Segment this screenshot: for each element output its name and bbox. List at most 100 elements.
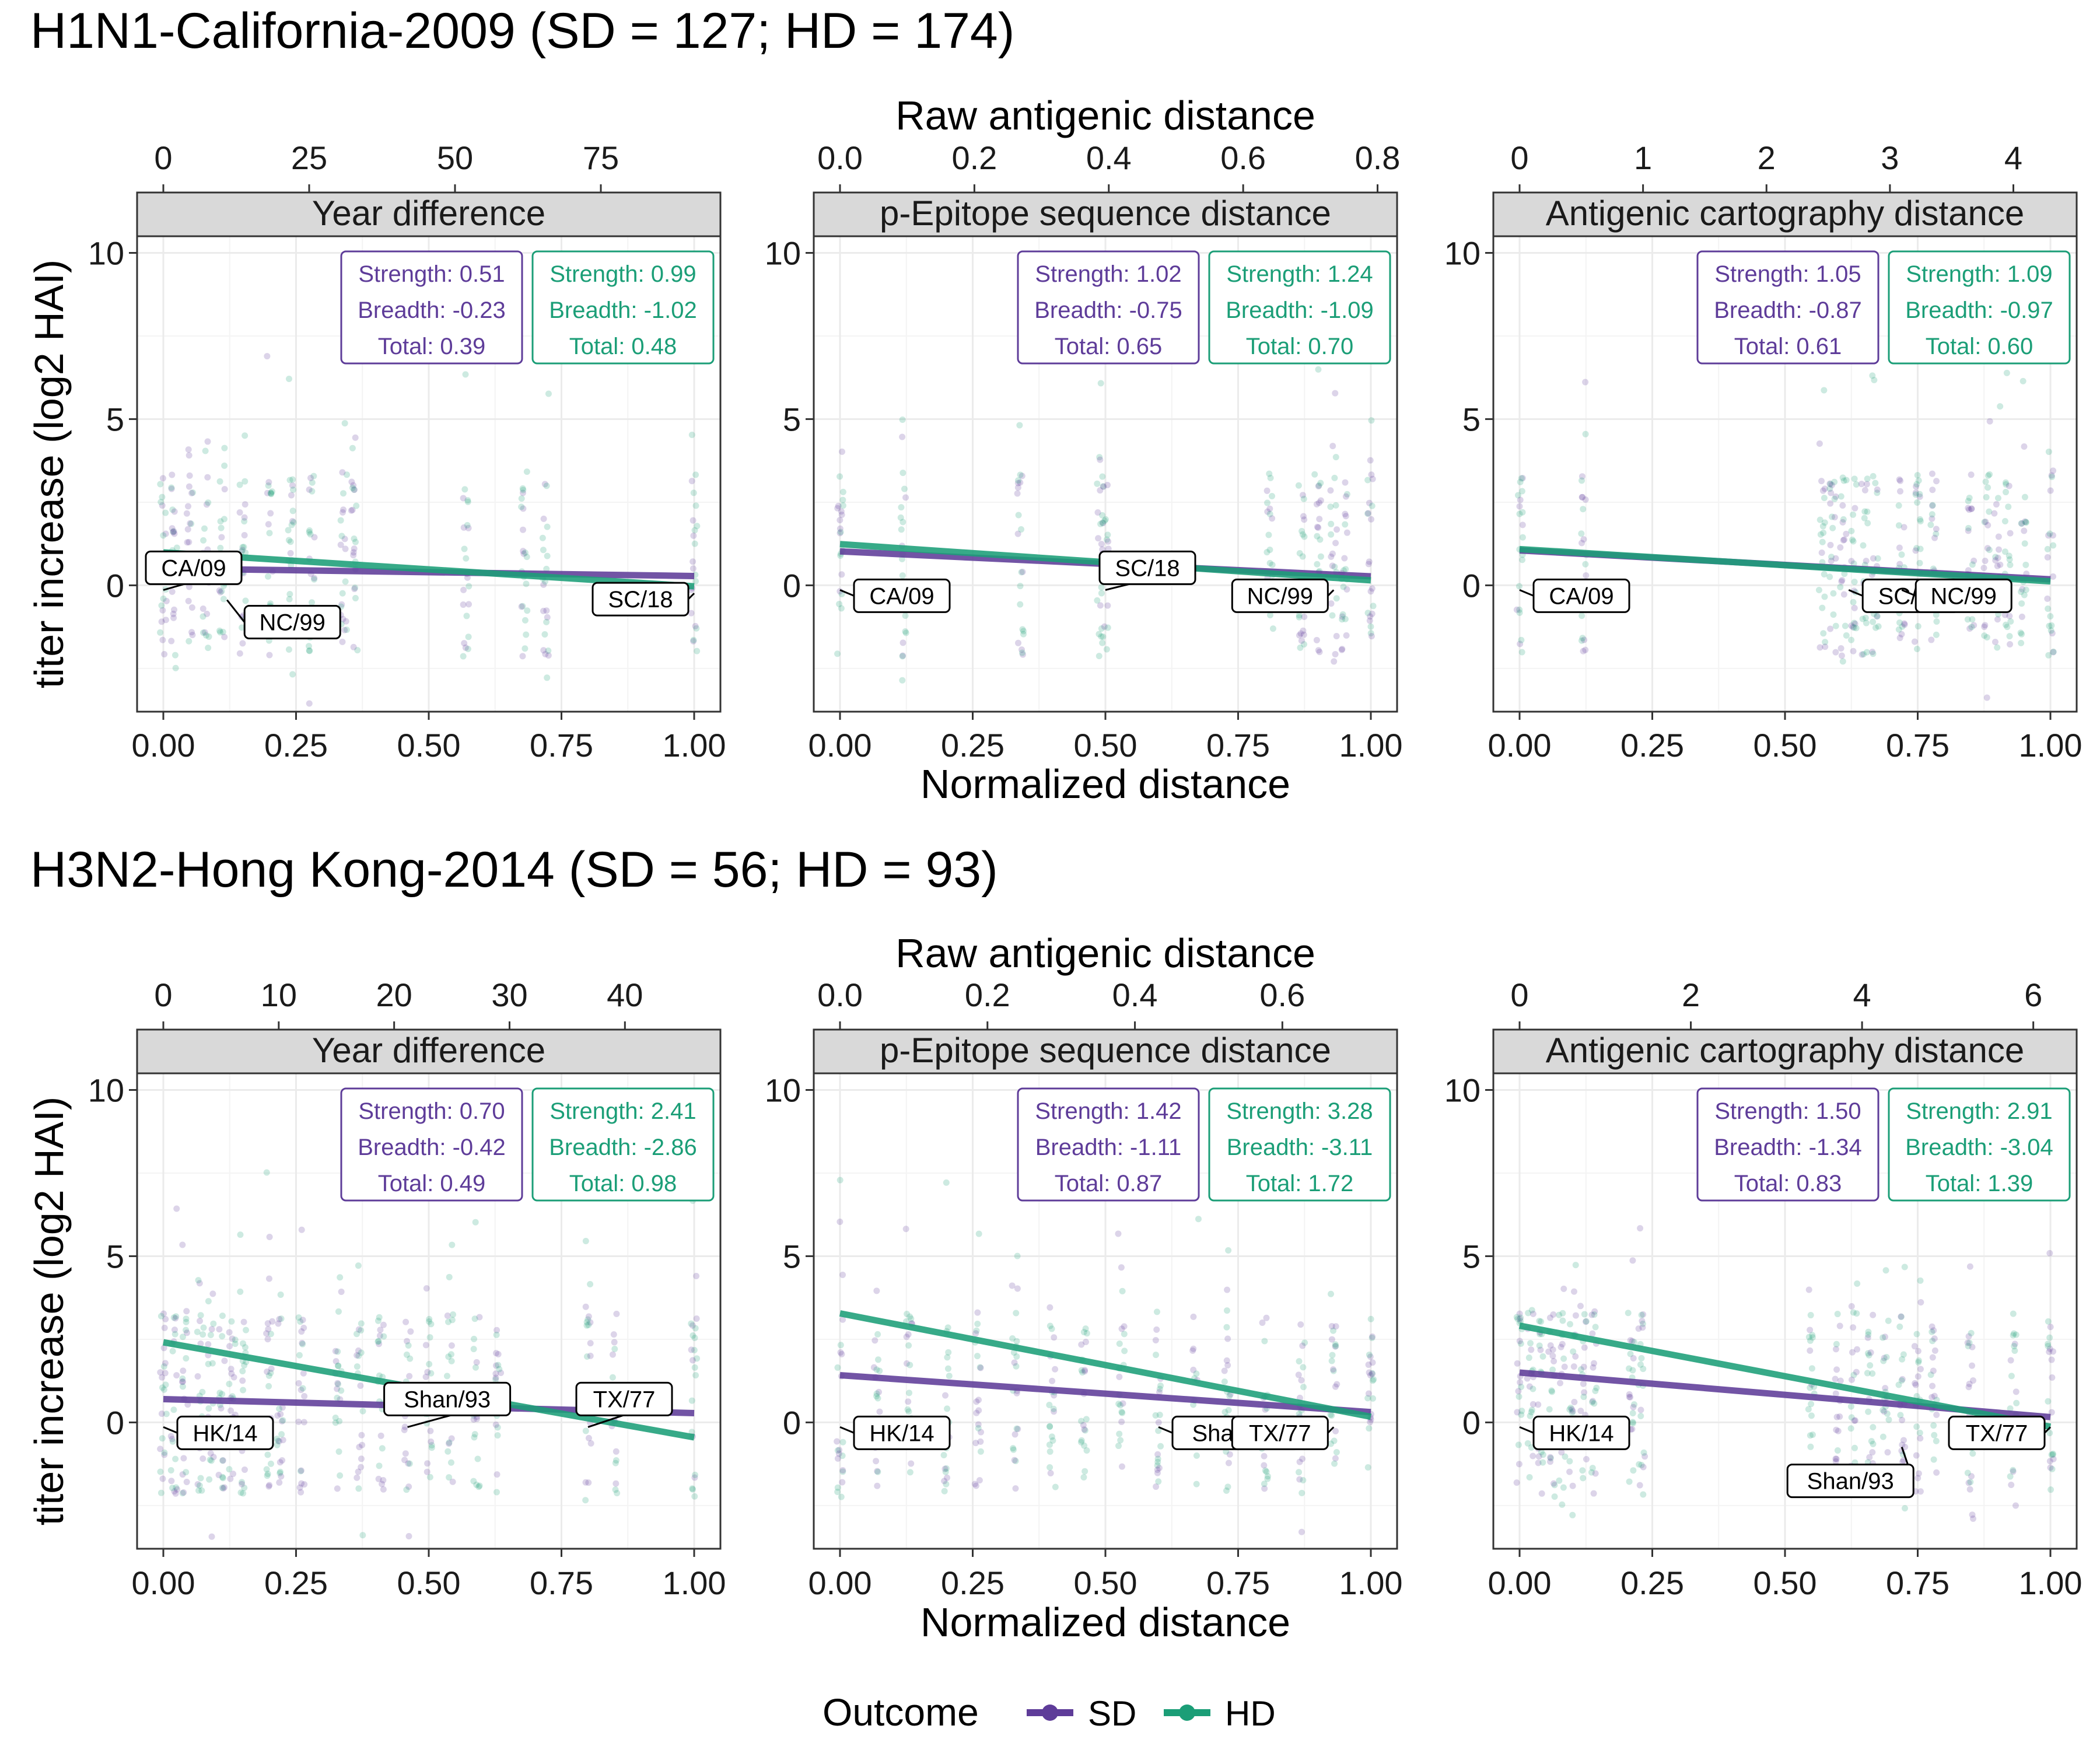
raw-point bbox=[1819, 604, 1826, 611]
raw-point bbox=[2021, 592, 2028, 598]
raw-point bbox=[1221, 1367, 1228, 1374]
raw-point bbox=[172, 1455, 179, 1462]
raw-point bbox=[2001, 548, 2008, 555]
raw-point bbox=[1901, 1264, 1908, 1270]
raw-point bbox=[350, 643, 357, 650]
raw-point bbox=[543, 618, 550, 625]
raw-point bbox=[1516, 1393, 1522, 1400]
raw-point bbox=[874, 1468, 881, 1475]
raw-point bbox=[1224, 1483, 1231, 1490]
raw-point bbox=[874, 1331, 881, 1338]
raw-point bbox=[1019, 473, 1026, 480]
raw-point bbox=[277, 1410, 284, 1418]
raw-point bbox=[173, 1205, 180, 1212]
raw-point bbox=[839, 502, 846, 509]
strain-label-box bbox=[383, 1381, 512, 1416]
raw-point bbox=[1334, 1381, 1340, 1388]
raw-point bbox=[239, 640, 246, 647]
raw-point bbox=[2048, 472, 2055, 479]
raw-point bbox=[540, 581, 547, 588]
raw-point bbox=[1994, 616, 2001, 623]
raw-point bbox=[465, 634, 472, 640]
raw-point bbox=[1221, 1378, 1228, 1385]
raw-point bbox=[494, 1326, 501, 1334]
raw-point bbox=[2008, 1373, 2015, 1380]
raw-point bbox=[1578, 612, 1586, 620]
raw-point bbox=[1013, 1425, 1020, 1432]
raw-point bbox=[902, 1226, 909, 1233]
strain-label-connector bbox=[2043, 1426, 2052, 1434]
raw-point bbox=[1590, 1490, 1597, 1497]
raw-point bbox=[2021, 443, 2028, 450]
raw-point bbox=[694, 1355, 701, 1362]
raw-point bbox=[1579, 494, 1586, 501]
raw-point bbox=[1911, 1343, 1918, 1350]
raw-point bbox=[1636, 1482, 1643, 1489]
raw-point bbox=[1929, 487, 1936, 494]
y-axis-tick-label: 5 bbox=[1462, 401, 1480, 438]
raw-point bbox=[1269, 561, 1276, 568]
raw-point bbox=[1627, 1350, 1634, 1357]
raw-point bbox=[1328, 1336, 1335, 1343]
raw-point bbox=[1933, 1469, 1940, 1476]
raw-point bbox=[1869, 372, 1876, 379]
raw-point bbox=[205, 1360, 212, 1367]
stats-box-hd bbox=[531, 250, 715, 365]
raw-point bbox=[838, 590, 845, 597]
raw-point bbox=[1885, 1317, 1892, 1324]
raw-point bbox=[1901, 524, 1908, 531]
strain-label-box bbox=[1532, 578, 1630, 613]
raw-point bbox=[1528, 1406, 1535, 1413]
raw-point bbox=[1931, 1335, 1938, 1342]
raw-point bbox=[350, 549, 357, 556]
raw-point bbox=[1805, 1334, 1812, 1340]
raw-point bbox=[1933, 478, 1940, 485]
raw-point bbox=[1967, 1479, 1974, 1486]
raw-point bbox=[1898, 631, 1905, 638]
raw-point bbox=[202, 632, 209, 639]
raw-point bbox=[355, 1347, 362, 1354]
raw-point bbox=[2048, 1451, 2055, 1458]
raw-point bbox=[2018, 631, 2025, 638]
raw-point bbox=[1524, 1375, 1531, 1382]
raw-point bbox=[582, 1427, 589, 1434]
raw-point bbox=[2018, 520, 2025, 527]
raw-point bbox=[899, 653, 906, 660]
raw-point bbox=[1332, 1323, 1339, 1330]
raw-point bbox=[1342, 615, 1349, 622]
raw-point bbox=[1156, 1385, 1163, 1392]
raw-point bbox=[1518, 649, 1525, 656]
raw-point bbox=[1841, 570, 1848, 578]
raw-point bbox=[402, 1318, 410, 1325]
raw-point bbox=[445, 1353, 452, 1360]
raw-point bbox=[1366, 499, 1373, 506]
raw-point bbox=[1296, 1476, 1303, 1483]
raw-point bbox=[464, 498, 471, 505]
raw-point bbox=[1836, 1413, 1843, 1420]
raw-point bbox=[1548, 1387, 1555, 1394]
raw-point bbox=[242, 501, 249, 508]
raw-point bbox=[943, 1179, 950, 1186]
raw-point bbox=[179, 1383, 186, 1390]
raw-point bbox=[1853, 625, 1860, 632]
raw-point bbox=[1880, 1433, 1887, 1440]
raw-point bbox=[1339, 611, 1346, 618]
raw-point bbox=[264, 1451, 271, 1458]
raw-point bbox=[692, 471, 699, 478]
raw-point bbox=[1364, 510, 1371, 517]
raw-point bbox=[1513, 1479, 1520, 1486]
raw-point bbox=[1929, 511, 1936, 518]
raw-point bbox=[1119, 1409, 1126, 1416]
raw-point bbox=[1368, 1370, 1376, 1377]
raw-point bbox=[1116, 1430, 1123, 1437]
raw-point bbox=[1830, 611, 1837, 618]
raw-point bbox=[1261, 1338, 1268, 1345]
stats-line: Breadth: -0.23 bbox=[358, 298, 506, 323]
raw-point bbox=[1816, 440, 1823, 447]
raw-point bbox=[1629, 1257, 1636, 1264]
raw-point bbox=[2045, 652, 2052, 659]
raw-point bbox=[1629, 1410, 1636, 1417]
raw-point bbox=[1839, 658, 1846, 665]
raw-point bbox=[612, 1460, 619, 1466]
